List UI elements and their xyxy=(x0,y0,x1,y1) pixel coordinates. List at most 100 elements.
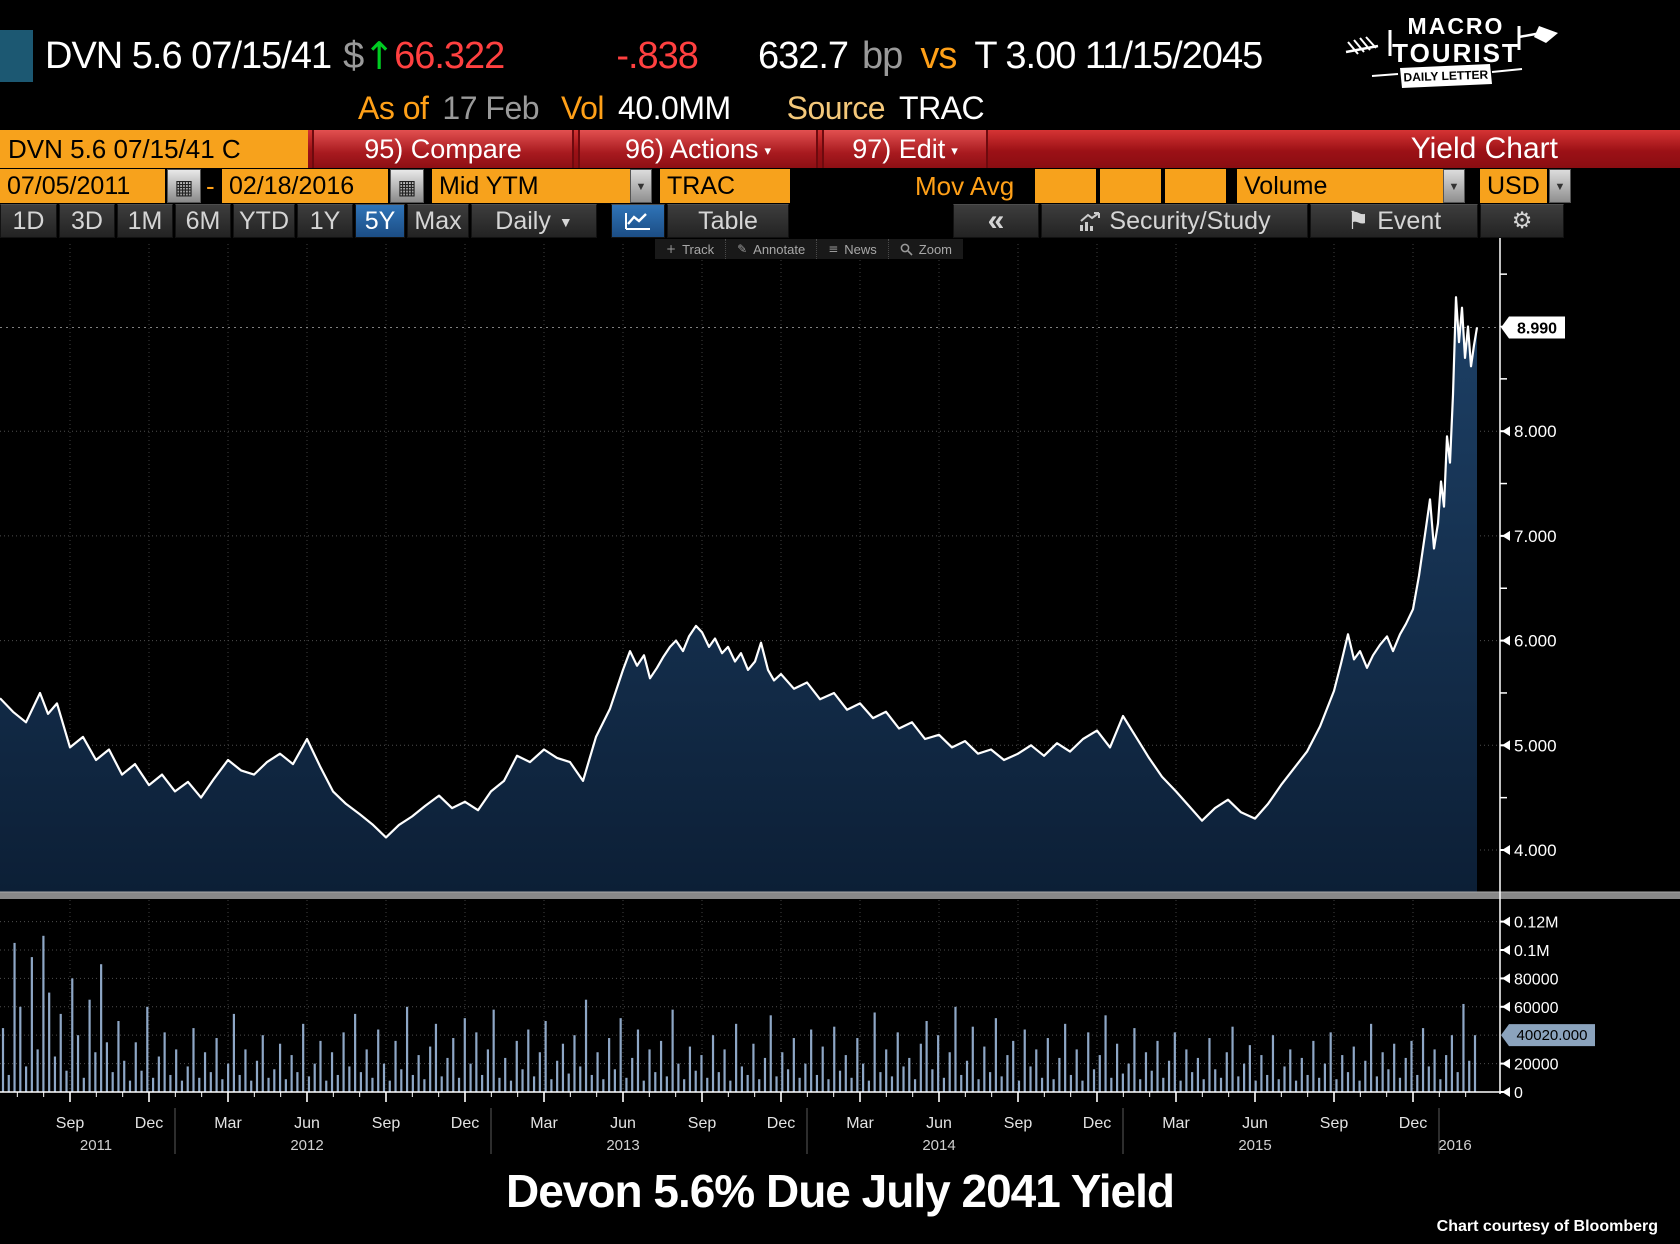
tab-3d[interactable]: 3D xyxy=(59,204,115,238)
chevron-down-icon[interactable]: ▼ xyxy=(1443,169,1465,203)
actions-button[interactable]: 96) Actions ▾ xyxy=(578,130,818,168)
currency-symbol: $ xyxy=(343,34,364,77)
collapse-panel-button[interactable]: « xyxy=(953,204,1039,238)
tab-1d[interactable]: 1D xyxy=(0,204,57,238)
feed-field[interactable]: TRAC xyxy=(660,169,790,203)
tab-ytd[interactable]: YTD xyxy=(233,204,295,238)
event-button[interactable]: ⚑ Event xyxy=(1310,204,1478,238)
chevron-down-icon[interactable]: ▼ xyxy=(1549,169,1571,203)
volume-bar xyxy=(348,1066,351,1092)
x-axis-month-label: Jun xyxy=(1242,1115,1268,1132)
tab-1y[interactable]: 1Y xyxy=(297,204,353,238)
volume-bar xyxy=(561,1043,565,1092)
volume-bar xyxy=(1012,1040,1015,1092)
date-to-field[interactable]: 02/18/2016 xyxy=(222,169,388,203)
volume-bar xyxy=(746,1074,749,1092)
news-tool[interactable]: ≡ News xyxy=(816,239,888,259)
macrotourist-logo: MACRO TOURIST DAILY LETTER xyxy=(1338,2,1573,97)
volume-bar xyxy=(937,1035,940,1092)
page-title: Yield Chart xyxy=(1410,132,1558,165)
volume-bar xyxy=(527,1029,530,1092)
volume-bar xyxy=(579,1066,582,1092)
x-axis-month-label: Jun xyxy=(294,1115,320,1132)
zoom-tool[interactable]: Zoom xyxy=(887,239,963,259)
line-chart-icon[interactable] xyxy=(611,204,665,238)
volume-bar xyxy=(169,1074,172,1092)
volume-bar xyxy=(307,1076,311,1092)
tab-1m[interactable]: 1M xyxy=(117,204,173,238)
mov-avg-input-1[interactable] xyxy=(1035,169,1096,203)
volume-bar xyxy=(867,1080,870,1092)
track-tool[interactable]: + Track xyxy=(666,241,715,257)
volume-bar xyxy=(53,1056,57,1092)
volume-bar xyxy=(1358,1080,1361,1092)
spread-value: 632.7 xyxy=(757,34,849,77)
axis-label-arrow xyxy=(1502,635,1510,646)
volume-bar xyxy=(584,999,588,1092)
volume-bar xyxy=(965,1060,969,1092)
calendar-icon[interactable]: ▦ xyxy=(167,169,201,203)
x-axis-month-label: Dec xyxy=(135,1115,163,1132)
security-study-button[interactable]: Security/Study xyxy=(1041,204,1308,238)
volume-bar xyxy=(1364,1060,1367,1092)
frequency-select[interactable]: Daily ▼ xyxy=(471,204,597,238)
volume-bar xyxy=(215,1038,218,1092)
volume-bar xyxy=(1058,1057,1061,1092)
volume-bar xyxy=(290,1055,293,1092)
calendar-icon[interactable]: ▦ xyxy=(390,169,424,203)
axis-label: 6.000 xyxy=(1514,632,1557,651)
compare-button[interactable]: 95) Compare xyxy=(312,130,574,168)
volume-bar xyxy=(30,957,33,1092)
volume-bar xyxy=(1006,1055,1009,1092)
axis-label: 0.1M xyxy=(1514,943,1550,960)
volume-bar xyxy=(521,1069,524,1092)
x-axis-month-label: Dec xyxy=(1083,1115,1111,1132)
gear-icon[interactable]: ⚙ xyxy=(1480,204,1564,238)
volume-bar xyxy=(250,1080,253,1092)
mov-avg-input-2[interactable] xyxy=(1100,169,1161,203)
date-from-field[interactable]: 07/05/2011 xyxy=(0,169,165,203)
volume-bar xyxy=(186,1066,189,1092)
chart-settings-row: 07/05/2011 ▦ - 02/18/2016 ▦ Mid YTM ▼ TR… xyxy=(0,168,1680,204)
volume-bar xyxy=(105,1042,109,1092)
volume-bar xyxy=(1237,1076,1240,1092)
yield-area-fill xyxy=(0,297,1477,892)
volume-bar xyxy=(1029,1066,1032,1092)
chart-credit: Chart courtesy of Bloomberg xyxy=(1436,1218,1658,1235)
tab-6m[interactable]: 6M xyxy=(175,204,231,238)
x-axis-month-label: Sep xyxy=(56,1115,85,1132)
edit-button[interactable]: 97) Edit ▾ xyxy=(822,130,988,168)
volume-bar xyxy=(659,1040,663,1092)
x-axis-month-label: Sep xyxy=(372,1115,401,1132)
chevron-down-icon[interactable]: ▼ xyxy=(630,169,652,203)
volume-bar xyxy=(1410,1040,1413,1092)
study-select[interactable]: Volume xyxy=(1237,169,1443,203)
volume-bar xyxy=(123,1060,126,1092)
volume-bar xyxy=(1468,1060,1471,1092)
mov-avg-input-3[interactable] xyxy=(1165,169,1226,203)
volume-bar xyxy=(556,1060,559,1092)
axis-label-arrow xyxy=(1502,530,1510,541)
volume-bar xyxy=(255,1060,259,1092)
volume-bar xyxy=(1214,1069,1217,1092)
volume-bar xyxy=(65,1070,68,1092)
volume-bar xyxy=(1242,1063,1246,1092)
ticker-input[interactable]: DVN 5.6 07/15/41 C xyxy=(0,130,308,168)
currency-select[interactable]: USD xyxy=(1480,169,1547,203)
volume-bar xyxy=(486,1049,489,1092)
volume-bar xyxy=(1369,1023,1373,1092)
tab-5y-selected[interactable]: 5Y xyxy=(355,204,405,238)
axis-label: 80000 xyxy=(1514,971,1559,988)
volume-bar xyxy=(434,1023,438,1092)
tab-max[interactable]: Max xyxy=(407,204,469,238)
annotate-tool[interactable]: ✎ Annotate xyxy=(725,239,816,259)
volume-bar xyxy=(394,1040,397,1092)
table-button[interactable]: Table xyxy=(667,204,789,238)
volume-bar xyxy=(117,1021,120,1092)
axis-label-arrow xyxy=(1502,1058,1510,1069)
volume-bar xyxy=(302,1023,305,1092)
volume-bar xyxy=(769,1015,772,1092)
price-source-select[interactable]: Mid YTM xyxy=(432,169,630,203)
volume-bar xyxy=(1075,1049,1078,1092)
